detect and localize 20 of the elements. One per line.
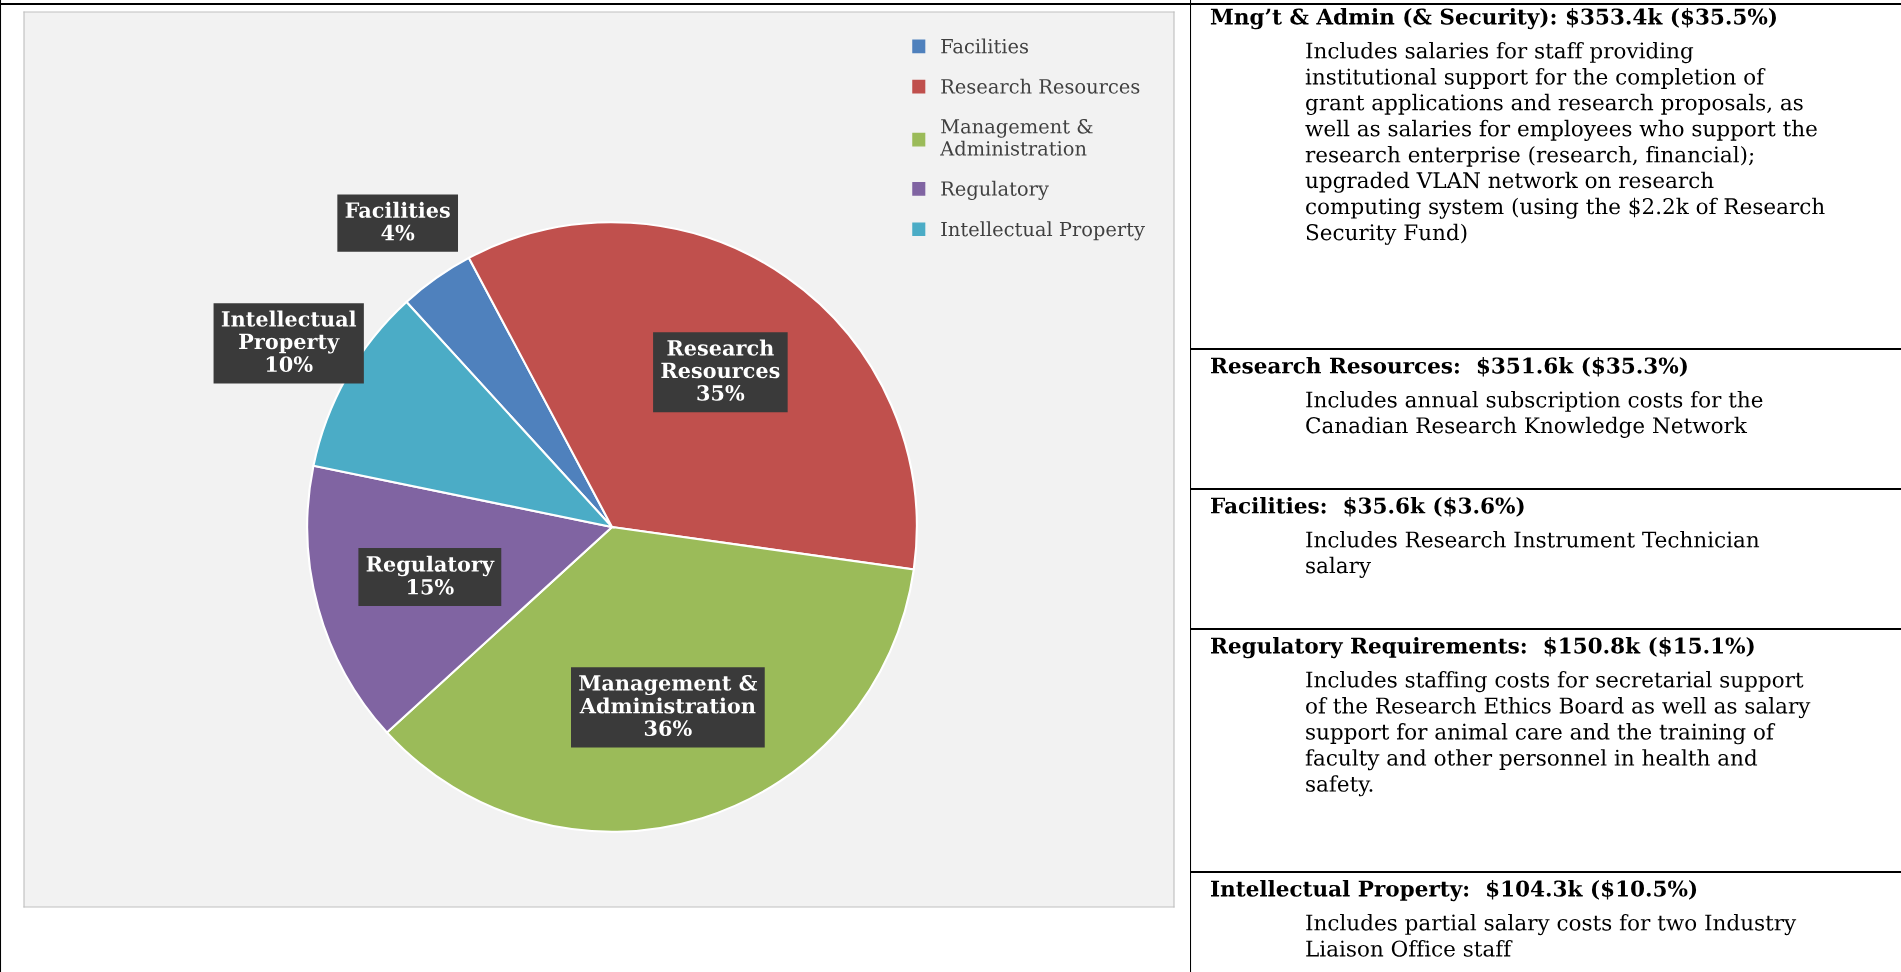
legend-label: Management & Administration xyxy=(940,118,1093,156)
data-label: Intellectual Property 10% xyxy=(221,310,357,373)
text: Research Resources: $351.6k ($35.3%) xyxy=(1211,356,1687,377)
data-label: Facilities 4% xyxy=(345,201,450,241)
text: Facilities: $35.6k ($3.6%) xyxy=(1211,496,1524,517)
text: Mng’t & Admin (& Security): $353.4k ($35.5%) xyxy=(1210,8,1776,30)
text: Includes partial salary costs for two Industry Liaison Office staff xyxy=(1306,914,1797,957)
legend-label: Research Resources xyxy=(941,78,1140,94)
data-label: Management & Administration 36% xyxy=(579,674,758,737)
text: Intellectual Property: $104.3k ($10.5%) xyxy=(1211,880,1697,902)
text: Includes staffing costs for secretarial support of the Research Ethics Board as well as salary support for animal care and the training of faculty and other personnel in health and safety. xyxy=(1305,671,1811,797)
legend-label: Facilities xyxy=(941,38,1029,54)
text: Includes Research Instrument Technician salary xyxy=(1306,531,1760,578)
data-label: Regulatory 15% xyxy=(366,555,495,595)
data-label: Research Resources 35% xyxy=(661,339,780,401)
text: Includes salaries for staff providing institutional support for the completion of grant applications and research proposals, as well as salaries for employees who support the research enterprise (research, financial); upgraded VLAN network on research computing system (using the $2.2k of Research Security Fund) xyxy=(1305,42,1825,245)
text: Includes annual subscription costs for the Canadian Research Knowledge Network xyxy=(1306,391,1763,438)
legend-label: Regulatory xyxy=(941,180,1049,200)
text: Regulatory Requirements: $150.8k ($15.1%) xyxy=(1211,637,1754,659)
legend-label: Intellectual Property xyxy=(941,221,1145,241)
